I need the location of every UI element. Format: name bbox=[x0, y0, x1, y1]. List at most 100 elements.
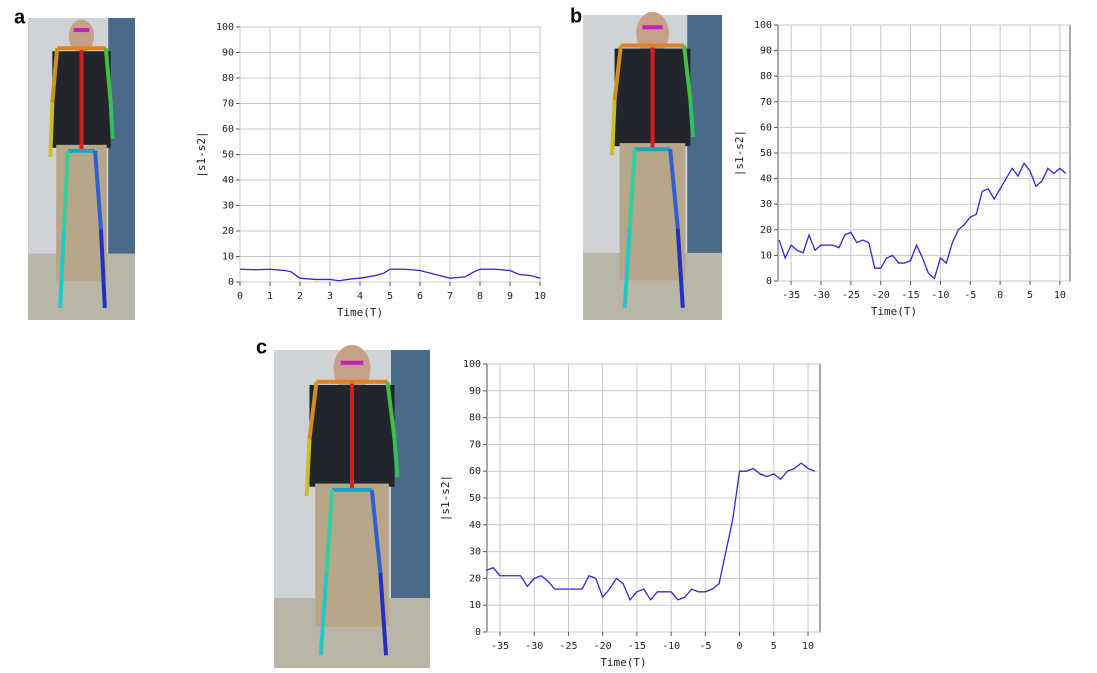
y-tick-label: 90 bbox=[760, 46, 772, 57]
y-tick-label: 70 bbox=[222, 99, 234, 110]
skeleton-bone bbox=[675, 228, 685, 308]
y-tick-label: 100 bbox=[216, 22, 234, 33]
x-tick-label: 5 bbox=[387, 291, 393, 302]
x-axis-label: Time(T) bbox=[871, 305, 917, 318]
y-tick-label: 10 bbox=[469, 600, 481, 611]
photo-wall bbox=[108, 18, 135, 260]
y-tick-label: 20 bbox=[222, 226, 234, 237]
y-axis-label: |s1-s2| bbox=[195, 131, 208, 177]
y-tick-label: 50 bbox=[222, 150, 234, 161]
x-tick-label: -20 bbox=[594, 641, 612, 652]
skeleton-bone bbox=[98, 229, 107, 309]
data-line bbox=[486, 462, 816, 602]
panel-label: c bbox=[256, 336, 267, 358]
x-tick-label: 5 bbox=[1027, 290, 1033, 301]
skeleton-bone bbox=[688, 100, 695, 138]
x-tick-label: -25 bbox=[842, 290, 860, 301]
x-tick-label: -10 bbox=[931, 290, 949, 301]
y-tick-label: 80 bbox=[469, 413, 481, 424]
skeleton-bone bbox=[103, 48, 113, 103]
y-tick-label: 50 bbox=[760, 148, 772, 159]
y-tick-label: 40 bbox=[469, 520, 481, 531]
x-tick-label: 10 bbox=[802, 641, 814, 652]
y-tick-label: 90 bbox=[222, 48, 234, 59]
y-tick-label: 30 bbox=[469, 547, 481, 558]
x-tick-label: -30 bbox=[525, 641, 543, 652]
skeleton-bone bbox=[318, 572, 329, 656]
y-tick-label: 80 bbox=[760, 71, 772, 82]
x-tick-label: 8 bbox=[477, 291, 483, 302]
x-tick-label: 4 bbox=[357, 291, 363, 302]
skeleton-bone bbox=[50, 48, 60, 103]
y-tick-label: 0 bbox=[475, 627, 481, 638]
y-axis-label: |s1-s2| bbox=[439, 475, 452, 521]
y-tick-label: 70 bbox=[469, 439, 481, 450]
person-photo bbox=[28, 18, 135, 320]
x-tick-label: -25 bbox=[559, 641, 577, 652]
skeleton-bone bbox=[369, 489, 383, 573]
y-tick-label: 30 bbox=[222, 201, 234, 212]
data-line bbox=[778, 162, 1067, 280]
y-tick-label: 10 bbox=[222, 252, 234, 263]
skeleton-bone bbox=[304, 438, 312, 497]
photo-wall bbox=[391, 350, 430, 605]
y-tick-label: 40 bbox=[222, 175, 234, 186]
skeleton-bone bbox=[58, 229, 66, 309]
skeleton-bone bbox=[93, 150, 103, 230]
x-tick-label: -5 bbox=[699, 641, 711, 652]
x-tick-label: 10 bbox=[1054, 290, 1066, 301]
x-tick-label: -5 bbox=[964, 290, 976, 301]
skeleton-bone bbox=[385, 381, 397, 440]
y-tick-label: 70 bbox=[760, 97, 772, 108]
x-tick-label: 5 bbox=[771, 641, 777, 652]
skeleton-bone bbox=[108, 102, 115, 139]
data-line bbox=[239, 268, 541, 282]
y-tick-label: 60 bbox=[760, 122, 772, 133]
skeleton-bone bbox=[627, 149, 637, 229]
x-tick-label: 2 bbox=[297, 291, 303, 302]
x-tick-label: -10 bbox=[662, 641, 680, 652]
skeleton-bone bbox=[61, 150, 70, 230]
x-tick-label: -15 bbox=[902, 290, 920, 301]
y-axis-label: |s1-s2| bbox=[733, 130, 746, 176]
person-photo bbox=[274, 344, 430, 668]
skeleton-bone bbox=[378, 572, 389, 656]
x-tick-label: -35 bbox=[491, 641, 509, 652]
skeleton-bone bbox=[307, 381, 319, 440]
x-tick-label: 3 bbox=[327, 291, 333, 302]
y-tick-label: 100 bbox=[463, 359, 481, 370]
x-tick-label: -35 bbox=[782, 290, 800, 301]
skeleton-bone bbox=[682, 45, 693, 101]
x-tick-label: 0 bbox=[237, 291, 243, 302]
x-tick-label: 6 bbox=[417, 291, 423, 302]
x-tick-label: 0 bbox=[737, 641, 743, 652]
skeleton-bone bbox=[48, 102, 55, 157]
y-tick-label: 20 bbox=[469, 573, 481, 584]
y-tick-label: 0 bbox=[228, 277, 234, 288]
skeleton-bone bbox=[392, 438, 400, 478]
x-tick-label: -15 bbox=[628, 641, 646, 652]
x-tick-label: 0 bbox=[997, 290, 1003, 301]
person-photo bbox=[583, 11, 722, 320]
y-tick-label: 60 bbox=[222, 124, 234, 135]
x-tick-label: 10 bbox=[534, 291, 546, 302]
x-tick-label: -30 bbox=[812, 290, 830, 301]
y-tick-label: 40 bbox=[760, 174, 772, 185]
x-tick-label: 1 bbox=[267, 291, 273, 302]
panel-label: a bbox=[14, 6, 26, 28]
y-tick-label: 90 bbox=[469, 386, 481, 397]
y-tick-label: 100 bbox=[754, 20, 772, 31]
x-tick-label: -20 bbox=[872, 290, 890, 301]
photo-wall bbox=[687, 15, 722, 259]
skeleton-bone bbox=[668, 149, 680, 229]
skeleton-bone bbox=[622, 228, 632, 308]
y-tick-label: 80 bbox=[222, 73, 234, 84]
y-tick-label: 30 bbox=[760, 199, 772, 210]
x-axis-label: Time(T) bbox=[337, 306, 383, 319]
x-tick-label: 9 bbox=[507, 291, 513, 302]
x-tick-label: 7 bbox=[447, 291, 453, 302]
y-tick-label: 10 bbox=[760, 250, 772, 261]
y-tick-label: 0 bbox=[766, 276, 772, 287]
